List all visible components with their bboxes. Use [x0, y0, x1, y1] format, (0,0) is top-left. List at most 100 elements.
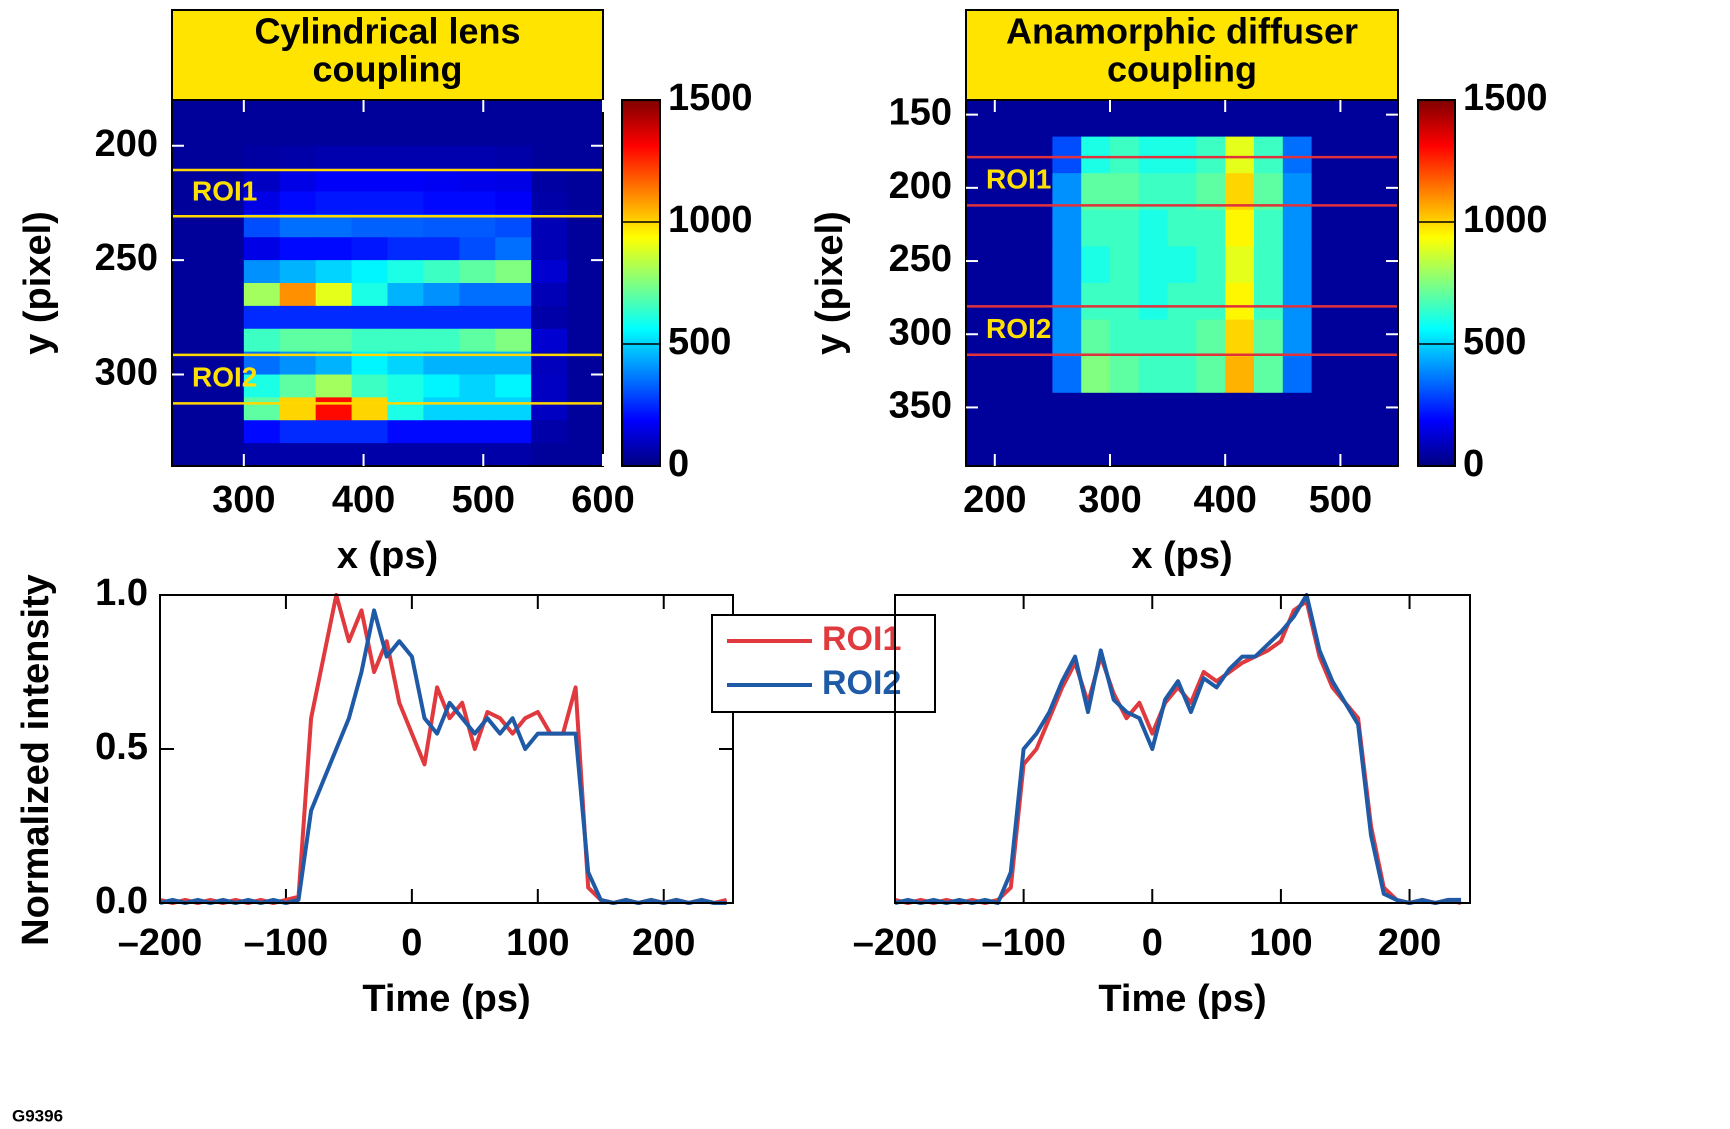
heatmap-cell: [1340, 100, 1369, 137]
chart-title: coupling: [313, 49, 463, 90]
colorbar-tick-label: 500: [1463, 321, 1526, 363]
heatmap-cell: [1024, 356, 1053, 393]
heatmap-cell: [1052, 320, 1081, 357]
heatmap-cell: [459, 375, 495, 398]
heatmap-cell: [966, 100, 995, 137]
heatmap-cell: [995, 100, 1024, 137]
heatmap-cell: [531, 443, 567, 466]
heatmap-cell: [567, 375, 603, 398]
heatmap-cell: [244, 329, 280, 352]
heatmap-cell: [208, 283, 244, 306]
heatmap-cell: [1340, 429, 1369, 466]
heatmap-cell: [1139, 429, 1168, 466]
heatmap-cell: [1024, 100, 1053, 137]
heatmap-cell: [280, 375, 316, 398]
heatmap-cell: [280, 237, 316, 260]
heatmap-cell: [531, 214, 567, 237]
heatmap-cell: [1225, 320, 1254, 357]
heatmap-cell: [1340, 393, 1369, 430]
heatmap-cell: [423, 283, 459, 306]
heatmap-cell: [352, 237, 388, 260]
x-tick-label: 200: [963, 479, 1026, 521]
heatmap-cell: [1283, 100, 1312, 137]
heatmap-cell: [459, 214, 495, 237]
chart-title: coupling: [1107, 49, 1257, 90]
heatmap-cell: [459, 443, 495, 466]
heatmap-cell: [1024, 429, 1053, 466]
heatmap-cell: [966, 393, 995, 430]
heatmap-cell: [567, 443, 603, 466]
heatmap-cell: [1081, 210, 1110, 247]
heatmap-cell: [244, 237, 280, 260]
heatmap-cell: [495, 375, 531, 398]
heatmap-cell: [1168, 393, 1197, 430]
colorbar: [622, 100, 660, 466]
heatmap-cell: [316, 237, 352, 260]
heatmap-cell: [244, 146, 280, 169]
heatmap-cell: [567, 146, 603, 169]
heatmap-cell: [1139, 210, 1168, 247]
heatmap-cell: [280, 443, 316, 466]
heatmap-cell: [1052, 210, 1081, 247]
heatmap-cell: [1196, 429, 1225, 466]
heatmap-cell: [244, 283, 280, 306]
series-line: [895, 595, 1461, 903]
heatmap-cell: [388, 397, 424, 420]
heatmap-cell: [1081, 283, 1110, 320]
heatmap-cell: [495, 397, 531, 420]
heatmap-cell: [1283, 210, 1312, 247]
heatmap-cell: [495, 329, 531, 352]
heatmap-cell: [316, 329, 352, 352]
heatmap-cell: [1052, 137, 1081, 174]
heatmap-cell: [1312, 137, 1341, 174]
heatmap-cell: [316, 443, 352, 466]
heatmap-cell: [495, 420, 531, 443]
heatmap-cell: [1283, 283, 1312, 320]
heatmap-cell: [1081, 320, 1110, 357]
heatmap-cell: [459, 237, 495, 260]
heatmap-cell: [567, 283, 603, 306]
heatmap-cell: [388, 123, 424, 146]
heatmap-cell: [280, 329, 316, 352]
heatmap-cell: [567, 397, 603, 420]
heatmap-cell: [172, 420, 208, 443]
heatmap-cell: [1283, 320, 1312, 357]
heatmap-cell: [531, 123, 567, 146]
x-tick-label: 400: [1193, 479, 1256, 521]
x-tick-label: –100: [981, 922, 1066, 964]
heatmap-cell: [459, 283, 495, 306]
heatmap-cell: [352, 100, 388, 123]
heatmap-cell: [1225, 429, 1254, 466]
colorbar-tick-label: 1500: [668, 77, 753, 119]
series-line: [160, 610, 727, 903]
heatmap-cell: [1168, 429, 1197, 466]
y-tick-label: 300: [95, 352, 158, 394]
heatmap-cell: [1052, 283, 1081, 320]
x-tick-label: 500: [1309, 479, 1372, 521]
heatmap-cell: [1225, 283, 1254, 320]
heatmap-cell: [423, 260, 459, 283]
y-tick-label: 350: [889, 384, 952, 426]
heatmap-cell: [1110, 393, 1139, 430]
x-tick-label: 200: [1378, 922, 1441, 964]
colorbar-tick-label: 0: [1463, 443, 1484, 485]
heatmap-cell: [280, 306, 316, 329]
heatmap-cell: [1081, 246, 1110, 283]
heatmap-cell: [388, 169, 424, 192]
heatmap-cell: [1369, 320, 1398, 357]
heatmap-cell: [388, 375, 424, 398]
heatmap-cell: [316, 260, 352, 283]
heatmap-cell: [567, 123, 603, 146]
heatmap-cell: [1254, 137, 1283, 174]
x-tick-label: 0: [1142, 922, 1163, 964]
y-tick-label: 200: [889, 165, 952, 207]
heatmap-cell: [172, 397, 208, 420]
heatmap-cell: [1254, 100, 1283, 137]
heatmap-cell: [388, 420, 424, 443]
heatmap-cell: [1254, 356, 1283, 393]
heatmap-cell: [388, 329, 424, 352]
heatmap-cell: [1225, 246, 1254, 283]
heatmap-cell: [495, 260, 531, 283]
heatmap-cell: [352, 123, 388, 146]
heatmap-cell: [1168, 137, 1197, 174]
